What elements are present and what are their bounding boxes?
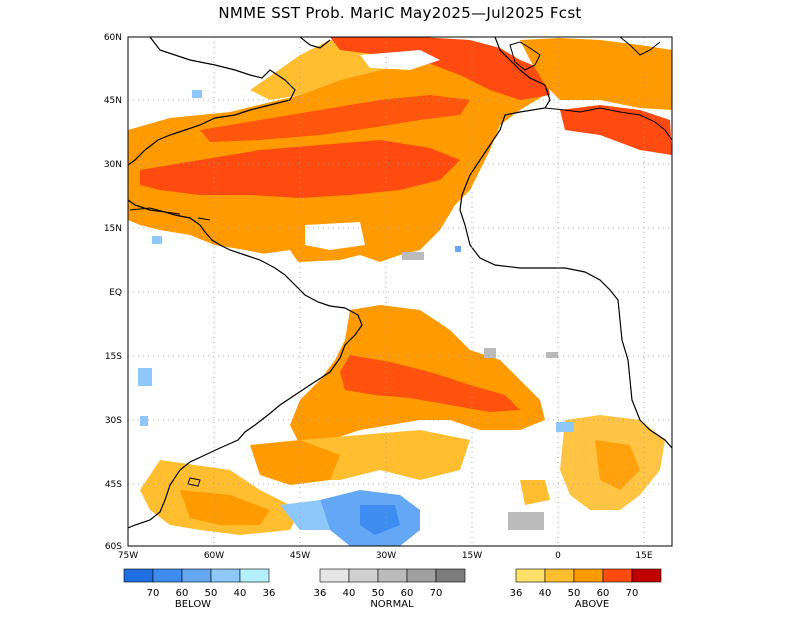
falkland-islands	[187, 477, 201, 487]
legend-below-label-50: 50	[205, 588, 218, 599]
legend-normal-label-36: 36	[314, 588, 327, 599]
caribbean-coastline	[128, 199, 363, 529]
below-40-tropic-patch	[455, 246, 461, 252]
lon-label-0: 0	[555, 551, 561, 561]
norway-coastline	[619, 37, 661, 56]
legend-above-swatch-40	[544, 568, 575, 583]
gap-north-2	[360, 50, 440, 70]
lon-label-30w: 30W	[376, 551, 396, 561]
above-60-northeast	[330, 37, 550, 100]
legend-below-swatch-36	[239, 568, 270, 583]
above-50-southwest-coast	[180, 490, 270, 525]
below-40-brazil-patch	[140, 416, 148, 426]
lat-label-15s: 15S	[105, 352, 122, 362]
uk-coastline	[509, 41, 541, 71]
below-40-gulf-patch	[152, 236, 162, 244]
above-50-se-atlantic	[595, 440, 640, 490]
legend-above-label-36: 36	[510, 588, 523, 599]
above-60-mediterranean	[560, 105, 672, 155]
normal-40-tropic-patch	[402, 252, 424, 260]
legend-below-swatch-40	[210, 568, 241, 583]
normal-50-south-patch	[508, 512, 544, 530]
lon-label-15w: 15W	[462, 551, 482, 561]
legend-normal-swatch-36	[319, 568, 350, 583]
gap-tropic-2	[255, 250, 300, 272]
above-50-south-west	[250, 440, 340, 485]
legend-normal-swatch-50	[377, 568, 408, 583]
map-frame	[127, 36, 673, 547]
lat-label-45s: 45S	[105, 480, 122, 490]
legend-normal-label-40: 40	[343, 588, 356, 599]
below-40-se-patch	[556, 422, 574, 432]
lat-label-60s: 60S	[105, 542, 122, 552]
legend-above-swatch-60	[602, 568, 633, 583]
lon-label-60w: 60W	[204, 551, 224, 561]
lat-label-15n: 15N	[104, 224, 122, 234]
legend-above-label-40: 40	[539, 588, 552, 599]
europe-coastline	[459, 37, 672, 449]
latitude-axis: 60N 45N 30N 15N EQ 15S 30S 45S 60S	[104, 33, 122, 552]
lat-label-60n: 60N	[104, 33, 122, 43]
normal-40-equator-patch	[484, 348, 496, 358]
legend-above-label-50: 50	[568, 588, 581, 599]
north-america-coastline	[128, 37, 296, 166]
legend-below-label-70: 70	[147, 588, 160, 599]
gap-tropic-1	[305, 222, 365, 250]
lat-label-30s: 30S	[105, 416, 122, 426]
legend-normal-swatch-70	[435, 568, 466, 583]
above-50-mediterranean-fringe	[520, 38, 672, 110]
legend-normal-label-50: 50	[372, 588, 385, 599]
lon-label-45w: 45W	[290, 551, 310, 561]
map-title: NMME SST Prob. MarIC May2025—Jul2025 Fcs…	[218, 4, 582, 22]
legend-below-swatch-50	[181, 568, 212, 583]
lat-label-45n: 45N	[104, 96, 122, 106]
coastlines	[128, 37, 672, 529]
legend-normal-swatch-60	[406, 568, 437, 583]
below-40-patagonia-patch	[138, 368, 152, 386]
legend-below: 70 60 50 40 36 BELOW	[123, 568, 276, 610]
above-60-south-band	[340, 355, 520, 412]
legend-above-swatch-70	[631, 568, 662, 583]
caribbean-islands	[129, 207, 211, 221]
legend-above-label-60: 60	[597, 588, 610, 599]
above-40-southeast	[520, 480, 550, 505]
legend-above-label-70: 70	[626, 588, 639, 599]
legend-normal: 36 40 50 60 70 NORMAL	[314, 568, 466, 610]
below-40-southern-ocean	[280, 500, 330, 530]
legend-below-label-36: 36	[263, 588, 276, 599]
legend-normal-label-60: 60	[401, 588, 414, 599]
lon-label-75w: 75W	[118, 551, 138, 561]
legend-above-title: ABOVE	[575, 599, 609, 610]
normal-40-east-patch	[546, 352, 558, 358]
legend-above-swatch-36	[515, 568, 546, 583]
legend-below-title: BELOW	[175, 599, 211, 610]
legend-above-swatch-50	[573, 568, 604, 583]
lat-label-eq: EQ	[109, 288, 122, 298]
greenland-coastline	[299, 37, 331, 49]
probability-field	[128, 37, 672, 546]
mediterranean-coastline	[544, 107, 672, 141]
gap-north-1	[130, 37, 300, 115]
legend-below-swatch-60	[152, 568, 183, 583]
legend-below-swatch-70	[123, 568, 154, 583]
longitude-axis: 75W 60W 45W 30W 15W 0 15E	[118, 551, 653, 561]
legend-normal-title: NORMAL	[370, 599, 414, 610]
above-60-subtropical-band	[140, 140, 460, 198]
legend-below-label-60: 60	[176, 588, 189, 599]
legend-normal-label-70: 70	[430, 588, 443, 599]
below-40-northwest-patch	[192, 90, 202, 98]
legend-normal-swatch-40	[348, 568, 379, 583]
legend-below-label-40: 40	[234, 588, 247, 599]
graticule	[128, 37, 672, 546]
above-60-north-band	[200, 95, 470, 142]
below-70-southern-core	[360, 505, 400, 535]
legend-above: 36 40 50 60 70 ABOVE	[510, 568, 662, 610]
lat-label-30n: 30N	[104, 160, 122, 170]
lon-label-15e: 15E	[635, 551, 652, 561]
